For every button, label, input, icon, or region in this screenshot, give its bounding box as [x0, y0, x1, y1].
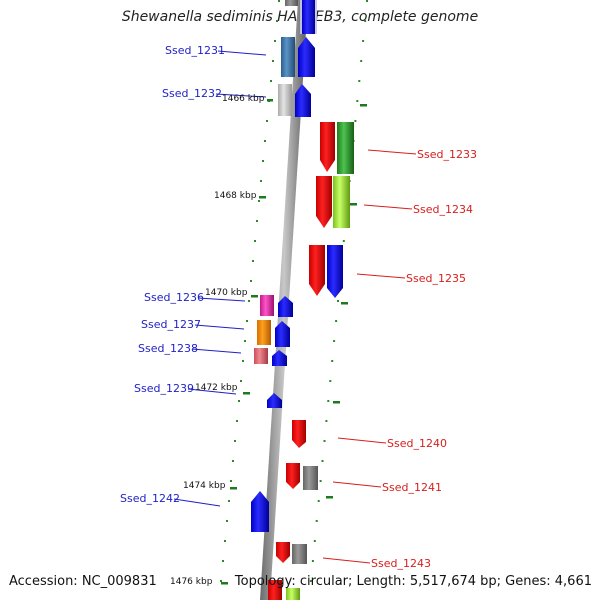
tick-dot	[248, 300, 250, 302]
tick-dot	[342, 240, 345, 242]
tick-dot	[226, 520, 228, 522]
gene-label-ssed-1231[interactable]: Ssed_1231	[165, 44, 225, 57]
gene-ssed-1237[interactable]	[257, 320, 290, 347]
tick-dot	[240, 380, 242, 382]
kbp-tick-marks	[221, 99, 273, 585]
gene-ssed-1242[interactable]	[251, 491, 269, 532]
tick-dot	[315, 520, 318, 522]
gene-label-ssed-1234[interactable]: Ssed_1234	[413, 203, 473, 216]
gene-ssed-1233[interactable]	[320, 122, 354, 174]
tick-dot	[358, 80, 361, 82]
tick-dot	[311, 560, 314, 562]
gene-ssed-1239[interactable]	[267, 393, 282, 408]
tick-dot	[222, 560, 224, 562]
outer-tick-ring	[309, 0, 368, 582]
gene-label-ssed-1242[interactable]: Ssed_1242	[120, 492, 180, 505]
top-partial-genes	[285, 0, 317, 34]
tick-dot	[327, 400, 330, 402]
tick-dot	[329, 380, 332, 382]
kbp-label-1468: 1468 kbp	[214, 191, 257, 201]
tick-dot	[224, 540, 226, 542]
tick-dot	[333, 340, 336, 342]
topology-text: Topology: circular; Length: 5,517,674 bp…	[234, 574, 592, 589]
kbp-label-1472: 1472 kbp	[195, 383, 238, 393]
tick-dot	[254, 240, 256, 242]
tick-dot	[260, 180, 262, 182]
tick-dot	[362, 40, 365, 42]
tick-dot	[323, 440, 326, 442]
tick-dot	[335, 320, 338, 322]
tick-dot	[325, 420, 328, 422]
tick-dot	[220, 580, 222, 582]
tick-dot	[252, 260, 254, 262]
tick-dot	[262, 160, 264, 162]
tick-dot	[313, 540, 316, 542]
tick-dot	[354, 120, 357, 122]
gene-label-ssed-1237[interactable]: Ssed_1237	[141, 318, 201, 331]
gene-label-ssed-1235[interactable]: Ssed_1235	[406, 272, 466, 285]
tick-dot	[337, 300, 339, 302]
tick-dot	[228, 500, 230, 502]
outer-tick-marks	[326, 104, 367, 499]
tick-dot	[250, 280, 252, 282]
gene-ssed-1240[interactable]	[292, 420, 306, 448]
gene-label-ssed-1233[interactable]: Ssed_1233	[417, 148, 477, 161]
tick-dot	[242, 360, 244, 362]
tick-dot	[331, 360, 334, 362]
gene-label-ssed-1238[interactable]: Ssed_1238	[138, 342, 198, 355]
tick-dot	[264, 140, 266, 142]
tick-dot	[272, 60, 274, 62]
tick-dot	[234, 440, 236, 442]
tick-dot	[274, 40, 276, 42]
gene-label-ssed-1241[interactable]: Ssed_1241	[382, 481, 442, 494]
tick-dot	[366, 0, 368, 2]
gene-ssed-1231[interactable]	[281, 37, 315, 77]
tick-dot	[236, 420, 238, 422]
tick-dot	[278, 0, 280, 2]
gene-ssed-1234[interactable]	[316, 176, 350, 228]
kbp-label-1476: 1476 kbp	[170, 577, 213, 587]
gene-label-ssed-1240[interactable]: Ssed_1240	[387, 437, 447, 450]
tick-dot	[309, 580, 312, 582]
tick-dot	[364, 20, 367, 22]
gene-label-ssed-1243[interactable]: Ssed_1243	[371, 557, 431, 570]
tick-dot	[276, 20, 278, 22]
bottom-partial-genes	[268, 580, 300, 600]
gene-label-ssed-1239[interactable]: Ssed_1239	[134, 382, 194, 395]
tick-dot	[258, 200, 260, 202]
gene-ssed-1235[interactable]	[309, 245, 343, 298]
kbp-label-1470: 1470 kbp	[205, 288, 248, 298]
kbp-label-1474: 1474 kbp	[183, 481, 226, 491]
tick-dot	[246, 320, 248, 322]
tick-dot	[317, 500, 320, 502]
tick-dot	[230, 480, 232, 482]
tick-dot	[244, 340, 246, 342]
gene-ssed-1236[interactable]	[260, 295, 293, 317]
gene-ssed-1232[interactable]	[278, 84, 311, 117]
tick-dot	[232, 460, 234, 462]
accession-text: Accession: NC_009831	[9, 574, 157, 589]
tick-dot	[360, 60, 363, 62]
tick-dot	[266, 120, 268, 122]
tick-dot	[256, 220, 258, 222]
left-leader-lines	[173, 50, 267, 507]
gene-label-ssed-1236[interactable]: Ssed_1236	[144, 291, 204, 304]
gene-ssed-1241[interactable]	[286, 463, 318, 490]
right-leader-lines	[322, 149, 417, 564]
tick-dot	[270, 80, 272, 82]
tick-dot	[319, 480, 322, 482]
kbp-label-1466: 1466 kbp	[222, 94, 265, 104]
gene-ssed-1243[interactable]	[276, 542, 307, 564]
tick-dot	[321, 460, 324, 462]
tick-dot	[238, 400, 240, 402]
gene-ssed-1238[interactable]	[254, 348, 287, 366]
tick-dot	[356, 100, 359, 102]
gene-label-ssed-1232[interactable]: Ssed_1232	[162, 87, 222, 100]
